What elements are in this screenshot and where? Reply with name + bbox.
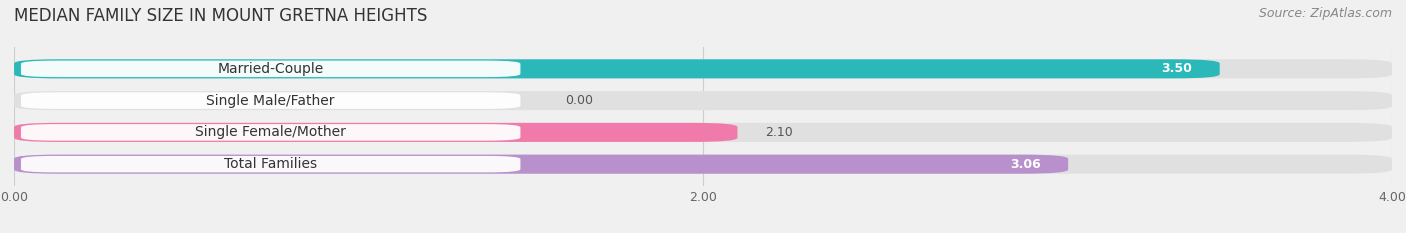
Text: Married-Couple: Married-Couple bbox=[218, 62, 323, 76]
FancyBboxPatch shape bbox=[14, 59, 1219, 78]
Text: 3.06: 3.06 bbox=[1010, 158, 1040, 171]
FancyBboxPatch shape bbox=[21, 61, 520, 77]
Text: Single Male/Father: Single Male/Father bbox=[207, 94, 335, 108]
FancyBboxPatch shape bbox=[14, 155, 1069, 174]
Text: Source: ZipAtlas.com: Source: ZipAtlas.com bbox=[1258, 7, 1392, 20]
FancyBboxPatch shape bbox=[21, 156, 520, 172]
Text: MEDIAN FAMILY SIZE IN MOUNT GRETNA HEIGHTS: MEDIAN FAMILY SIZE IN MOUNT GRETNA HEIGH… bbox=[14, 7, 427, 25]
FancyBboxPatch shape bbox=[14, 123, 1392, 142]
FancyBboxPatch shape bbox=[14, 155, 1392, 174]
FancyBboxPatch shape bbox=[14, 123, 738, 142]
Text: Total Families: Total Families bbox=[224, 157, 318, 171]
Text: 0.00: 0.00 bbox=[565, 94, 593, 107]
Text: Single Female/Mother: Single Female/Mother bbox=[195, 125, 346, 139]
FancyBboxPatch shape bbox=[14, 59, 1392, 78]
FancyBboxPatch shape bbox=[14, 91, 1392, 110]
Text: 2.10: 2.10 bbox=[765, 126, 793, 139]
FancyBboxPatch shape bbox=[21, 124, 520, 141]
FancyBboxPatch shape bbox=[21, 92, 520, 109]
Text: 3.50: 3.50 bbox=[1161, 62, 1192, 75]
